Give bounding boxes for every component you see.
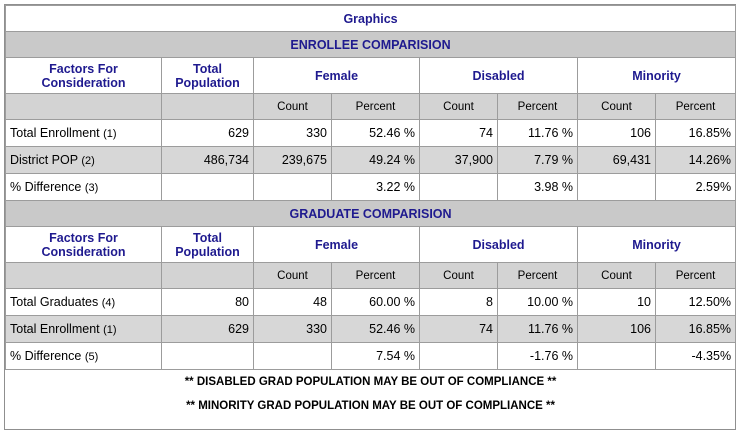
table-row: Total Graduates (4) 80 48 60.00 % 8 10.0… — [5, 288, 737, 316]
disabled-count-cell — [419, 173, 498, 201]
compliance-note-row: ** MINORITY GRAD POPULATION MAY BE OUT O… — [6, 394, 736, 418]
total-cell: 629 — [161, 315, 254, 343]
compliance-note-row: ** DISABLED GRAD POPULATION MAY BE OUT O… — [5, 369, 736, 394]
blank-cell — [5, 93, 162, 120]
disabled-percent-cell: 11.76 % — [497, 315, 578, 343]
total-population-header: Total Population — [161, 57, 254, 94]
female-percent-cell: 52.46 % — [331, 119, 420, 147]
minority-count-cell: 106 — [577, 119, 656, 147]
blank-cell — [161, 93, 254, 120]
disabled-count-cell: 37,900 — [419, 146, 498, 174]
female-percent-cell: 7.54 % — [331, 342, 420, 370]
factors-header: Factors For Consideration — [5, 226, 162, 263]
minority-percent-cell: 16.85% — [654, 315, 737, 343]
enrollee-section-header: ENROLLEE COMPARISION — [4, 31, 737, 58]
female-percent-cell: 3.22 % — [331, 173, 420, 201]
enrollee-column-headers: Factors For Consideration Total Populati… — [5, 57, 737, 94]
blank-cell — [5, 262, 162, 289]
disabled-count-cell: 74 — [419, 315, 498, 343]
total-population-header: Total Population — [161, 226, 254, 263]
row-label: % Difference (3) — [5, 173, 162, 201]
graduate-section-header: GRADUATE COMPARISION — [4, 200, 737, 227]
disabled-header: Disabled — [419, 226, 578, 263]
total-cell: 629 — [161, 119, 254, 147]
row-label: % Difference (5) — [5, 342, 162, 370]
comparison-table: Graphics ENROLLEE COMPARISION Factors Fo… — [4, 5, 737, 418]
table-row: Total Enrollment (1) 629 330 52.46 % 74 … — [5, 315, 737, 343]
disabled-percent-cell: -1.76 % — [497, 342, 578, 370]
table-row: % Difference (5) 7.54 % -1.76 % -4.35% — [5, 342, 737, 370]
minority-count-cell: 69,431 — [577, 146, 656, 174]
count-subheader: Count — [577, 93, 656, 120]
minority-percent-cell: 12.50% — [654, 288, 737, 316]
disabled-header: Disabled — [419, 57, 578, 94]
disabled-compliance-note: ** DISABLED GRAD POPULATION MAY BE OUT O… — [5, 369, 736, 394]
table-row: Total Enrollment (1) 629 330 52.46 % 74 … — [5, 119, 737, 147]
graduate-column-headers: Factors For Consideration Total Populati… — [5, 226, 737, 263]
minority-percent-cell: -4.35% — [654, 342, 737, 370]
row-label: Total Enrollment (1) — [5, 315, 162, 343]
graduate-subheaders: Count Percent Count Percent Count Percen… — [5, 262, 737, 289]
minority-count-cell — [577, 173, 656, 201]
total-cell: 486,734 — [161, 146, 254, 174]
female-percent-cell: 52.46 % — [331, 315, 420, 343]
enrollee-section-title: ENROLLEE COMPARISION — [4, 31, 737, 58]
count-subheader: Count — [419, 93, 498, 120]
count-subheader: Count — [253, 93, 332, 120]
row-label: Total Enrollment (1) — [5, 119, 162, 147]
row-label: Total Graduates (4) — [5, 288, 162, 316]
blank-cell — [161, 262, 254, 289]
minority-count-cell: 10 — [577, 288, 656, 316]
disabled-count-cell — [419, 342, 498, 370]
minority-percent-cell: 2.59% — [654, 173, 737, 201]
female-count-cell — [253, 173, 332, 201]
graduate-section-title: GRADUATE COMPARISION — [4, 200, 737, 227]
female-count-cell: 330 — [253, 119, 332, 147]
percent-subheader: Percent — [331, 262, 420, 289]
percent-subheader: Percent — [497, 93, 578, 120]
total-cell — [161, 342, 254, 370]
disabled-percent-cell: 10.00 % — [497, 288, 578, 316]
percent-subheader: Percent — [654, 262, 737, 289]
minority-percent-cell: 14.26% — [654, 146, 737, 174]
count-subheader: Count — [577, 262, 656, 289]
female-header: Female — [253, 57, 420, 94]
disabled-count-cell: 8 — [419, 288, 498, 316]
disabled-percent-cell: 3.98 % — [497, 173, 578, 201]
total-cell — [161, 173, 254, 201]
disabled-percent-cell: 7.79 % — [497, 146, 578, 174]
disabled-count-cell: 74 — [419, 119, 498, 147]
table-row: % Difference (3) 3.22 % 3.98 % 2.59% — [5, 173, 737, 201]
female-count-cell — [253, 342, 332, 370]
female-count-cell: 330 — [253, 315, 332, 343]
minority-compliance-note: ** MINORITY GRAD POPULATION MAY BE OUT O… — [186, 399, 555, 412]
comparison-report: Graphics ENROLLEE COMPARISION Factors Fo… — [4, 4, 737, 430]
female-percent-cell: 49.24 % — [331, 146, 420, 174]
total-cell: 80 — [161, 288, 254, 316]
female-percent-cell: 60.00 % — [331, 288, 420, 316]
enrollee-subheaders: Count Percent Count Percent Count Percen… — [5, 93, 737, 120]
table-row: District POP (2) 486,734 239,675 49.24 %… — [5, 146, 737, 174]
female-header: Female — [253, 226, 420, 263]
row-label: District POP (2) — [5, 146, 162, 174]
factors-header: Factors For Consideration — [5, 57, 162, 94]
percent-subheader: Percent — [497, 262, 578, 289]
minority-count-cell — [577, 342, 656, 370]
female-count-cell: 239,675 — [253, 146, 332, 174]
female-count-cell: 48 — [253, 288, 332, 316]
percent-subheader: Percent — [654, 93, 737, 120]
count-subheader: Count — [253, 262, 332, 289]
title-row: Graphics — [4, 5, 737, 32]
minority-percent-cell: 16.85% — [654, 119, 737, 147]
disabled-percent-cell: 11.76 % — [497, 119, 578, 147]
percent-subheader: Percent — [331, 93, 420, 120]
count-subheader: Count — [419, 262, 498, 289]
minority-header: Minority — [576, 57, 737, 94]
report-title: Graphics — [4, 5, 737, 32]
minority-header: Minority — [576, 226, 737, 263]
minority-count-cell: 106 — [577, 315, 656, 343]
